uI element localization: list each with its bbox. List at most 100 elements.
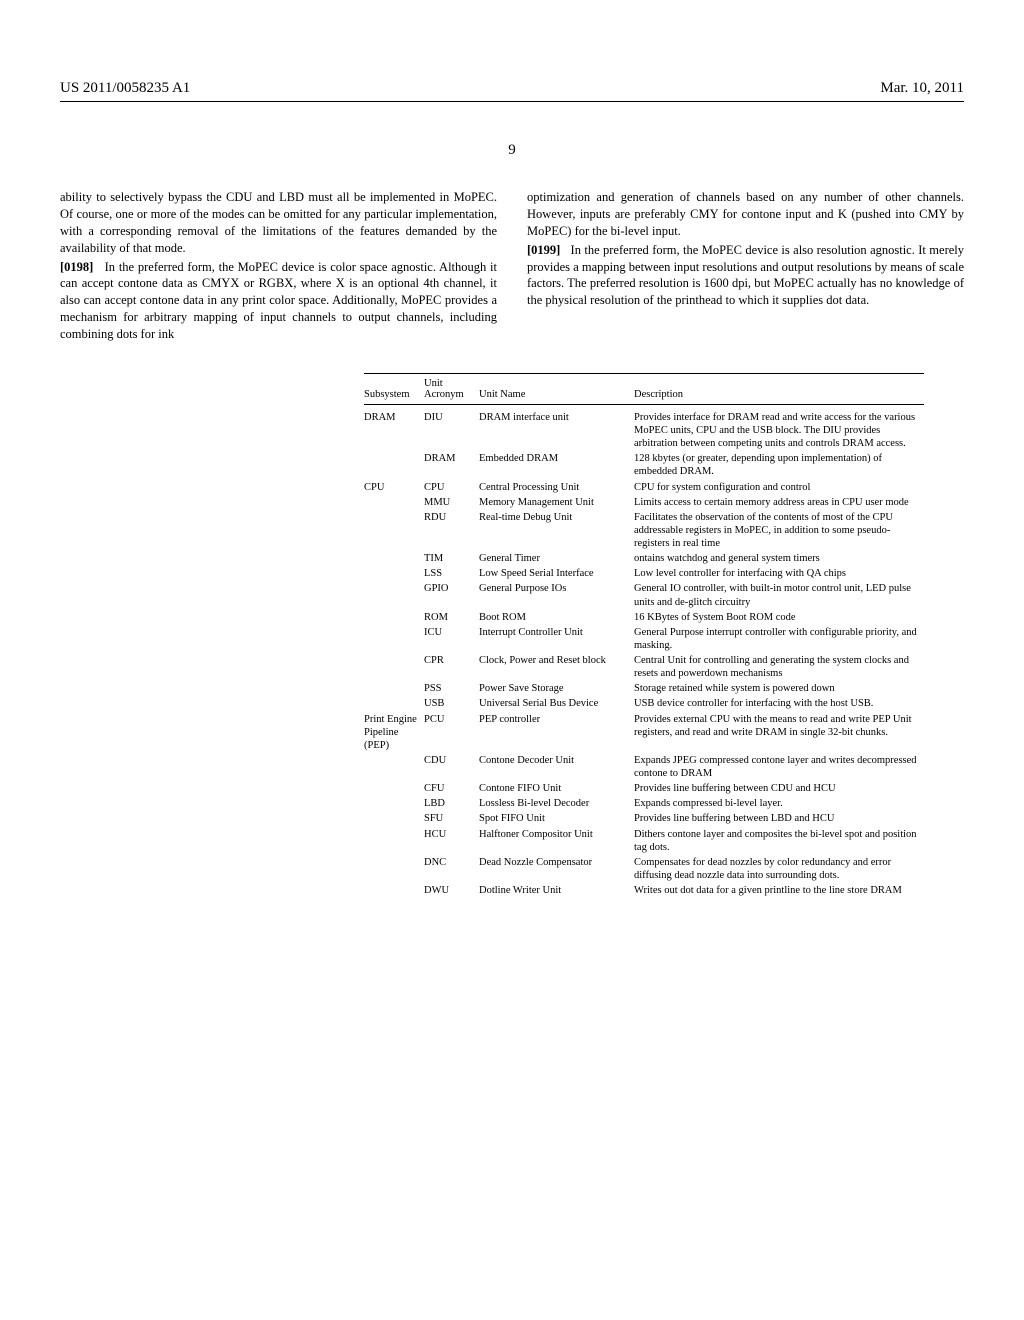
paragraph-number: [0198] <box>60 260 93 274</box>
cell-acronym: USB <box>424 696 479 711</box>
cell-subsystem <box>364 781 424 796</box>
cell-subsystem <box>364 610 424 625</box>
cell-description: Expands JPEG compressed contone layer an… <box>634 753 924 781</box>
cell-unitname: General Timer <box>479 551 634 566</box>
table-row: CPRClock, Power and Reset blockCentral U… <box>364 653 924 681</box>
cell-unitname: Dead Nozzle Compensator <box>479 855 634 883</box>
cell-unitname: Halftoner Compositor Unit <box>479 827 634 855</box>
cell-description: CPU for system configuration and control <box>634 480 924 495</box>
cell-subsystem: DRAM <box>364 404 424 451</box>
cell-subsystem <box>364 495 424 510</box>
cell-subsystem <box>364 653 424 681</box>
cell-subsystem <box>364 855 424 883</box>
cell-unitname: Central Processing Unit <box>479 480 634 495</box>
table-row: GPIOGeneral Purpose IOsGeneral IO contro… <box>364 581 924 609</box>
cell-subsystem <box>364 551 424 566</box>
cell-acronym: LBD <box>424 796 479 811</box>
cell-unitname: Contone FIFO Unit <box>479 781 634 796</box>
cell-acronym: LSS <box>424 566 479 581</box>
cell-subsystem <box>364 753 424 781</box>
cell-description: 16 KBytes of System Boot ROM code <box>634 610 924 625</box>
cell-description: ontains watchdog and general system time… <box>634 551 924 566</box>
cell-description: Provides interface for DRAM read and wri… <box>634 404 924 451</box>
table-row: CFUContone FIFO UnitProvides line buffer… <box>364 781 924 796</box>
cell-unitname: Embedded DRAM <box>479 451 634 479</box>
table-row: CPUCPUCentral Processing UnitCPU for sys… <box>364 480 924 495</box>
paragraph-text: In the preferred form, the MoPEC device … <box>527 243 964 308</box>
cell-subsystem <box>364 883 424 898</box>
col-header-subsystem: Subsystem <box>364 373 424 404</box>
page-header: US 2011/0058235 A1 Mar. 10, 2011 <box>60 80 964 97</box>
cell-unitname: Memory Management Unit <box>479 495 634 510</box>
cell-subsystem <box>364 696 424 711</box>
cell-subsystem <box>364 681 424 696</box>
cell-unitname: General Purpose IOs <box>479 581 634 609</box>
cell-acronym: TIM <box>424 551 479 566</box>
header-rule <box>60 101 964 102</box>
paragraph-col2-cont: optimization and generation of channels … <box>527 189 964 240</box>
cell-acronym: GPIO <box>424 581 479 609</box>
body-text: ability to selectively bypass the CDU an… <box>60 189 964 343</box>
cell-subsystem <box>364 811 424 826</box>
cell-description: 128 kbytes (or greater, depending upon i… <box>634 451 924 479</box>
cell-subsystem <box>364 796 424 811</box>
cell-description: Low level controller for interfacing wit… <box>634 566 924 581</box>
header-line1: Unit <box>424 378 443 389</box>
cell-unitname: DRAM interface unit <box>479 404 634 451</box>
col-header-unitname: Unit Name <box>479 373 634 404</box>
cell-unitname: Boot ROM <box>479 610 634 625</box>
table-row: TIMGeneral Timerontains watchdog and gen… <box>364 551 924 566</box>
publication-number: US 2011/0058235 A1 <box>60 80 190 97</box>
paragraph-0198: [0198] In the preferred form, the MoPEC … <box>60 259 497 343</box>
cell-acronym: HCU <box>424 827 479 855</box>
table-row: CDUContone Decoder UnitExpands JPEG comp… <box>364 753 924 781</box>
table-header: Subsystem UnitAcronym Unit Name Descript… <box>364 373 924 404</box>
cell-acronym: ICU <box>424 625 479 653</box>
table-row: DRAMDIUDRAM interface unitProvides inter… <box>364 404 924 451</box>
col-header-description: Description <box>634 373 924 404</box>
cell-unitname: Power Save Storage <box>479 681 634 696</box>
cell-unitname: Spot FIFO Unit <box>479 811 634 826</box>
cell-unitname: Dotline Writer Unit <box>479 883 634 898</box>
cell-subsystem <box>364 566 424 581</box>
cell-description: General Purpose interrupt controller wit… <box>634 625 924 653</box>
cell-unitname: Clock, Power and Reset block <box>479 653 634 681</box>
table-row: PSSPower Save StorageStorage retained wh… <box>364 681 924 696</box>
subsystem-table: Subsystem UnitAcronym Unit Name Descript… <box>364 373 924 898</box>
table-row: ROMBoot ROM16 KBytes of System Boot ROM … <box>364 610 924 625</box>
header-line2: Acronym <box>424 389 464 400</box>
cell-description: Dithers contone layer and composites the… <box>634 827 924 855</box>
table-row: LBDLossless Bi-level DecoderExpands comp… <box>364 796 924 811</box>
cell-unitname: Contone Decoder Unit <box>479 753 634 781</box>
cell-unitname: Real-time Debug Unit <box>479 510 634 551</box>
cell-acronym: CFU <box>424 781 479 796</box>
cell-description: Storage retained while system is powered… <box>634 681 924 696</box>
col-header-acronym: UnitAcronym <box>424 373 479 404</box>
cell-subsystem <box>364 581 424 609</box>
cell-description: Writes out dot data for a given printlin… <box>634 883 924 898</box>
table-row: HCUHalftoner Compositor UnitDithers cont… <box>364 827 924 855</box>
table-row: ICUInterrupt Controller UnitGeneral Purp… <box>364 625 924 653</box>
cell-subsystem <box>364 827 424 855</box>
cell-acronym: PSS <box>424 681 479 696</box>
table-row: LSSLow Speed Serial InterfaceLow level c… <box>364 566 924 581</box>
cell-acronym: PCU <box>424 712 479 753</box>
cell-description: Expands compressed bi-level layer. <box>634 796 924 811</box>
paragraph-number: [0199] <box>527 243 560 257</box>
cell-description: Limits access to certain memory address … <box>634 495 924 510</box>
cell-description: Central Unit for controlling and generat… <box>634 653 924 681</box>
cell-acronym: ROM <box>424 610 479 625</box>
table-row: MMUMemory Management UnitLimits access t… <box>364 495 924 510</box>
cell-subsystem <box>364 625 424 653</box>
table-row: USBUniversal Serial Bus DeviceUSB device… <box>364 696 924 711</box>
table-row: Print Engine Pipeline (PEP)PCUPEP contro… <box>364 712 924 753</box>
cell-subsystem <box>364 510 424 551</box>
cell-description: Facilitates the observation of the conte… <box>634 510 924 551</box>
table-row: DRAMEmbedded DRAM128 kbytes (or greater,… <box>364 451 924 479</box>
publication-date: Mar. 10, 2011 <box>880 80 964 97</box>
paragraph-cont: ability to selectively bypass the CDU an… <box>60 189 497 257</box>
cell-subsystem <box>364 451 424 479</box>
cell-unitname: Low Speed Serial Interface <box>479 566 634 581</box>
cell-unitname: PEP controller <box>479 712 634 753</box>
cell-description: Provides external CPU with the means to … <box>634 712 924 753</box>
